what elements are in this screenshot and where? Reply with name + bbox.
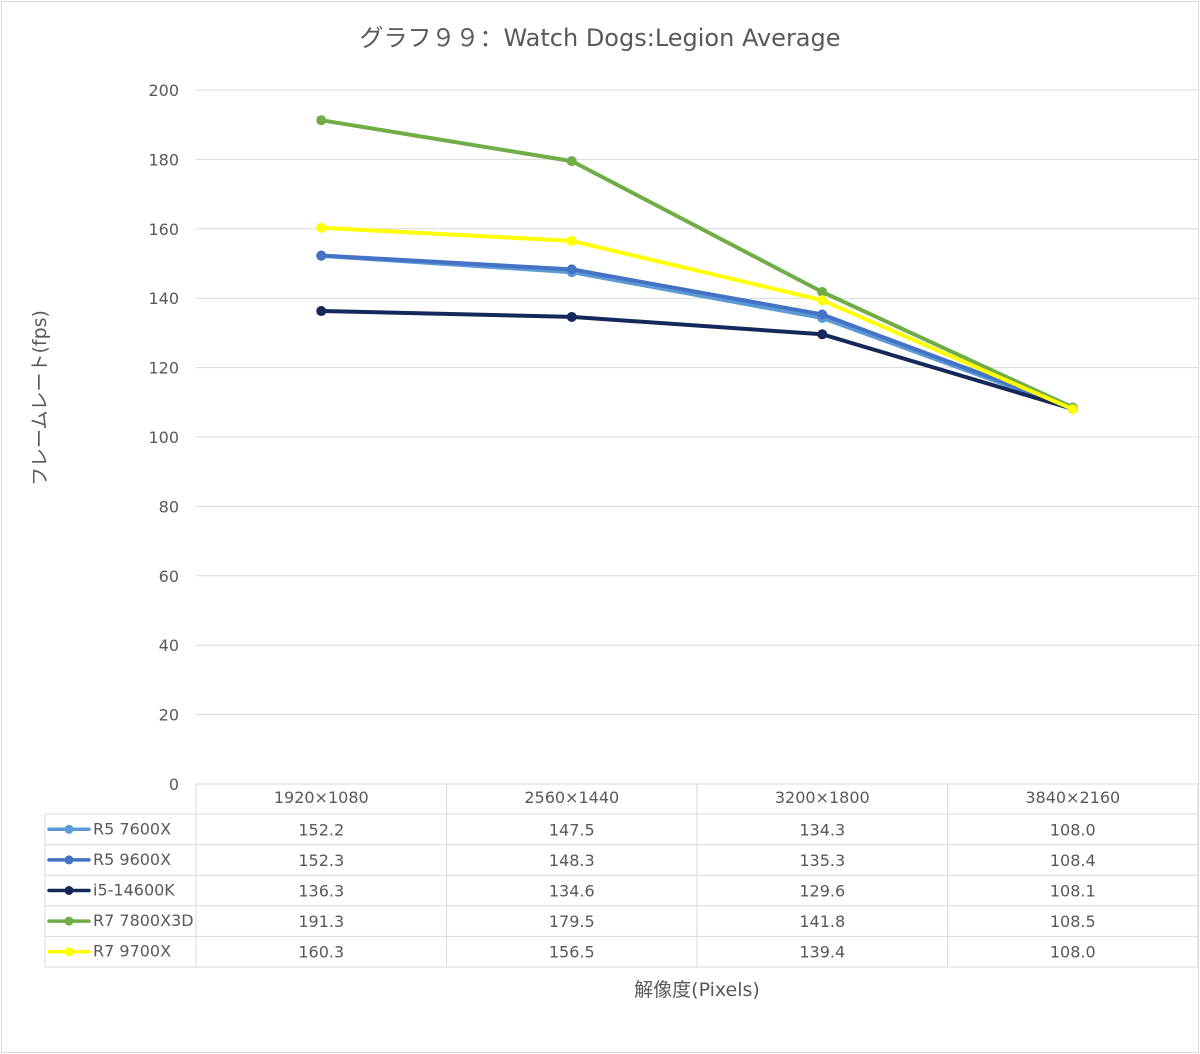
grid-lines xyxy=(196,89,1198,716)
table-value-cell: 179.5 xyxy=(549,912,595,931)
chart-title: グラフ９９：Watch Dogs:Legion Average xyxy=(359,24,840,52)
table-value-cell: 108.0 xyxy=(1050,943,1096,962)
table-value-cell: 135.3 xyxy=(799,851,845,870)
data-point xyxy=(817,309,828,320)
series-line xyxy=(319,225,1075,412)
series-lines xyxy=(316,115,1078,415)
table-value-cell: 191.3 xyxy=(298,912,344,931)
x-category-label: 1920×1080 xyxy=(274,788,369,807)
table-value-cell: 139.4 xyxy=(799,943,845,962)
table-value-cell: 136.3 xyxy=(298,882,344,901)
table-value-cell: 152.3 xyxy=(298,851,344,870)
table-value-cell: 108.1 xyxy=(1050,882,1096,901)
y-tick-label: 160 xyxy=(148,220,179,239)
y-tick-label: 180 xyxy=(148,150,179,169)
x-category-label: 3840×2160 xyxy=(1025,788,1120,807)
table-value-cell: 134.3 xyxy=(799,820,845,839)
y-axis-title: フレームレート(fps) xyxy=(29,310,51,486)
legend-key-marker xyxy=(64,824,74,834)
table-value-cell: 148.3 xyxy=(549,851,595,870)
table-value-cell: 160.3 xyxy=(298,943,344,962)
table-value-cell: 156.5 xyxy=(549,943,595,962)
x-axis-title: 解像度(Pixels) xyxy=(634,979,760,1001)
table-value-cell: 141.8 xyxy=(799,912,845,931)
legend-key-marker xyxy=(64,916,74,926)
data-point xyxy=(316,250,327,261)
legend-series-name: R5 9600X xyxy=(93,850,171,869)
table-value-cell: 134.6 xyxy=(549,882,595,901)
series-line xyxy=(319,253,1075,410)
data-point xyxy=(566,311,577,322)
series-line xyxy=(319,118,1075,410)
legend-series-name: R5 7600X xyxy=(93,819,171,838)
y-tick-label: 120 xyxy=(148,359,179,378)
legend-key-marker xyxy=(64,886,74,895)
legend-series-name: R7 9700X xyxy=(93,942,171,961)
series-line xyxy=(319,309,1075,411)
y-tick-label: 80 xyxy=(159,497,179,516)
table-value-cell: 108.5 xyxy=(1050,912,1096,931)
data-point xyxy=(316,115,327,126)
legend-series-name: R7 7800X3D xyxy=(93,911,194,930)
legend-key-marker xyxy=(64,947,74,957)
legend-series-name: i5-14600K xyxy=(93,881,175,900)
data-point xyxy=(566,235,577,246)
data-point xyxy=(817,286,828,297)
y-tick-label: 40 xyxy=(159,636,179,655)
table-value-cell: 152.2 xyxy=(298,820,344,839)
data-point xyxy=(316,222,327,233)
data-point xyxy=(566,156,577,167)
x-category-label: 3200×1800 xyxy=(775,788,870,807)
y-tick-label: 140 xyxy=(148,289,179,308)
table-value-cell: 129.6 xyxy=(799,882,845,901)
data-point xyxy=(566,264,577,275)
y-tick-label: 0 xyxy=(169,775,179,794)
y-tick-label: 20 xyxy=(159,706,179,725)
table-value-cell: 108.0 xyxy=(1050,820,1096,839)
table-value-cell: 147.5 xyxy=(549,820,595,839)
data-point xyxy=(817,295,828,306)
data-table: 1920×1080 2560×1440 3200×1800 3840×2160 R5 7… xyxy=(44,783,1199,968)
legend-key-marker xyxy=(64,855,74,865)
y-axis-ticks: 0 20 40 60 80 100 120 140 160 180 200 xyxy=(148,81,179,794)
table-value-cell: 108.4 xyxy=(1050,851,1096,870)
data-point xyxy=(1067,404,1078,415)
y-tick-label: 60 xyxy=(159,567,179,586)
series-line xyxy=(319,253,1075,412)
y-tick-label: 200 xyxy=(148,81,179,100)
y-tick-label: 100 xyxy=(148,428,179,447)
x-category-label: 2560×1440 xyxy=(524,788,619,807)
data-point xyxy=(316,306,327,317)
data-point xyxy=(817,329,828,340)
